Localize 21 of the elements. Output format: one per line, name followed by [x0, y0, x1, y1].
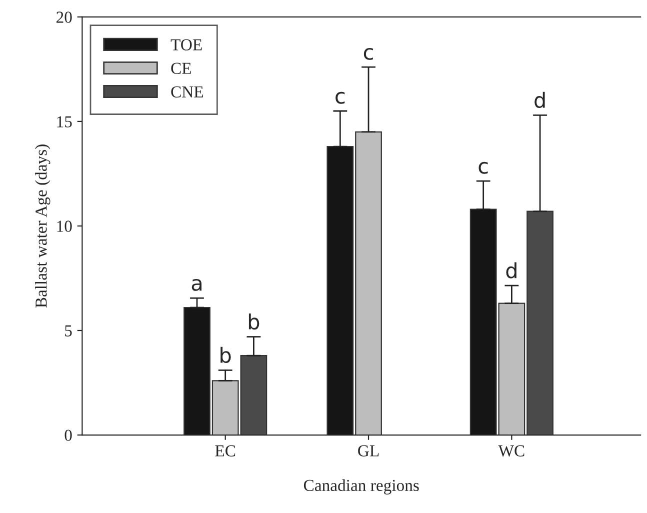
annotation: d [506, 262, 516, 278]
annotation: b [220, 346, 231, 364]
legend-label: CNE [171, 86, 204, 98]
y-tick-label: 0 [64, 430, 72, 441]
y-tick-label: 20 [56, 12, 72, 23]
annotation: c [364, 48, 373, 60]
annotation: c [336, 92, 345, 104]
y-tick-label: 15 [57, 116, 72, 128]
y-tick-label: 5 [65, 325, 72, 336]
y-tick-label: 10 [57, 220, 72, 232]
x-axis-title: Canadian regions [304, 479, 419, 494]
legend-label: CE [171, 62, 191, 74]
x-tick-label: GL [358, 445, 379, 456]
legend-label: TOE [170, 39, 202, 50]
annotation: b [248, 313, 260, 330]
x-tick-label: EC [215, 445, 236, 456]
annotation: c [478, 162, 488, 174]
annotation: a [192, 278, 202, 291]
x-tick-label: WC [498, 445, 524, 457]
annotation: d [534, 92, 545, 108]
y-axis-title: Ballast water Age (days) [35, 144, 50, 308]
